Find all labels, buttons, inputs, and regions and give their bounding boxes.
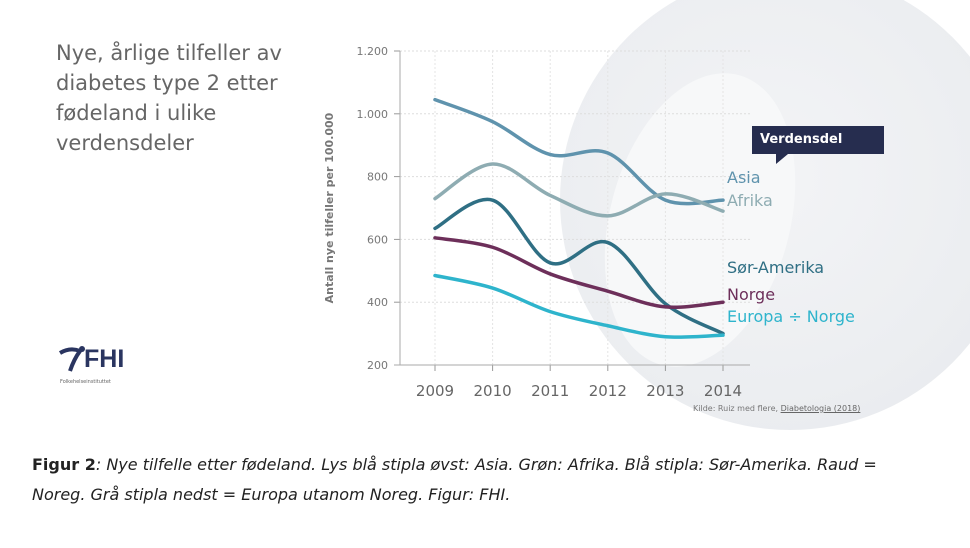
x-tick-label: 2011 — [531, 382, 569, 400]
y-tick-label: 400 — [367, 296, 388, 309]
series-line-norge — [433, 236, 725, 310]
logo-subtitle: Folkehelseinstituttet — [60, 379, 111, 385]
caption-text: : Nye tilfelle etter fødeland. Lys blå s… — [32, 455, 877, 504]
series-line-europa-norge — [433, 273, 725, 339]
x-tick-label: 2013 — [646, 382, 684, 400]
fhi-logo: FHI Folkehelseinstituttet — [58, 345, 124, 385]
x-tick-label: 2012 — [589, 382, 627, 400]
logo-text: FHI — [84, 345, 125, 373]
series-label: Europa ÷ Norge — [727, 307, 855, 326]
caption: Figur 2: Nye tilfelle etter fødeland. Ly… — [32, 450, 932, 510]
source-prefix: Kilde: Ruiz med flere, — [693, 404, 781, 413]
series-label: Afrika — [727, 191, 773, 210]
y-tick-label: 800 — [367, 171, 388, 184]
source-note: Kilde: Ruiz med flere, Diabetologia (201… — [693, 404, 860, 414]
series-label: Asia — [727, 168, 761, 187]
series-label: Norge — [727, 285, 775, 304]
x-tick-label: 2010 — [474, 382, 512, 400]
series-line-afrika — [433, 162, 725, 218]
x-tick-label: 2009 — [416, 382, 454, 400]
y-axis-label: Antall nye tilfeller per 100.000 — [323, 112, 336, 303]
series-line-sør-amerika — [433, 197, 725, 336]
line-chart: 200 400 600 800 1.000 1.200 2009 2010 2011 2012 20… — [323, 45, 855, 400]
x-tick-label: 2014 — [704, 382, 742, 400]
fhi-logo-icon — [58, 346, 85, 372]
legend-title-bubble: Verdensdel — [752, 126, 884, 164]
figure-title: Nye, årlige tilfeller av diabetes type 2… — [56, 41, 282, 155]
y-tick-label: 600 — [367, 233, 388, 246]
y-tick-label: 1.000 — [357, 108, 389, 121]
series-line-asia — [433, 97, 725, 206]
y-tick-label: 1.200 — [357, 45, 389, 58]
series-label: Sør-Amerika — [727, 258, 824, 277]
caption-label: Figur 2 — [32, 455, 96, 474]
source-link[interactable]: Diabetologia (2018) — [780, 404, 861, 413]
y-tick-label: 200 — [367, 359, 388, 372]
